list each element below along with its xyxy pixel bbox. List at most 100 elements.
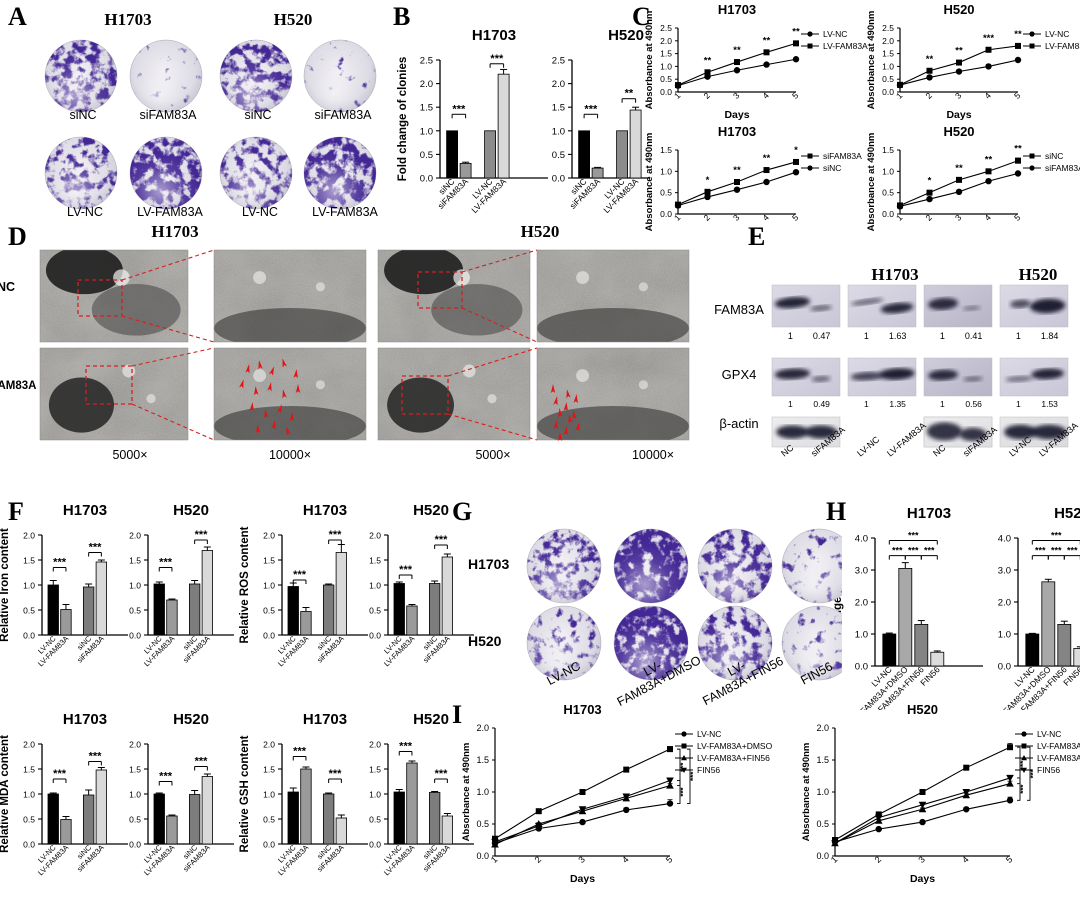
svg-text:***: *** [1051, 546, 1062, 556]
svg-text:2.5: 2.5 [882, 23, 894, 33]
svg-text:1: 1 [1016, 399, 1021, 409]
svg-text:LV-FAM83A+FIN56: LV-FAM83A+FIN56 [1037, 753, 1080, 763]
svg-text:1.5: 1.5 [882, 49, 894, 59]
svg-text:1.5: 1.5 [420, 103, 433, 114]
svg-text:1.5: 1.5 [23, 556, 35, 566]
svg-text:2.0: 2.0 [855, 598, 868, 609]
svg-text:siNC: siNC [823, 163, 841, 173]
svg-text:1: 1 [864, 331, 869, 341]
svg-text:0.5: 0.5 [552, 150, 565, 161]
svg-text:1.0: 1.0 [369, 790, 381, 800]
svg-text:0.5: 0.5 [23, 815, 35, 825]
svg-text:**: ** [763, 35, 771, 46]
svg-text:siFAM83A: siFAM83A [823, 151, 862, 161]
svg-text:LV-FAM83A: LV-FAM83A [1045, 41, 1080, 51]
svg-text:1.0: 1.0 [660, 61, 672, 71]
svg-text:**: ** [733, 165, 741, 176]
svg-text:**: ** [955, 163, 963, 174]
svg-text:LV-NC: LV-NC [823, 29, 847, 39]
svg-text:0.0: 0.0 [552, 174, 565, 185]
svg-text:H520: H520 [413, 502, 449, 519]
svg-text:0.5: 0.5 [420, 150, 433, 161]
svg-text:H1703: H1703 [63, 502, 107, 519]
svg-text:1.5: 1.5 [129, 765, 141, 775]
svg-text:**: ** [763, 153, 771, 164]
svg-text:1.0: 1.0 [23, 581, 35, 591]
svg-text:0.0: 0.0 [660, 209, 672, 219]
svg-text:2.5: 2.5 [420, 56, 433, 67]
svg-text:LV-FAM83A: LV-FAM83A [885, 420, 928, 458]
svg-text:1.5: 1.5 [660, 145, 672, 155]
svg-text:1.5: 1.5 [552, 103, 565, 114]
svg-text:H520: H520 [1054, 505, 1080, 522]
svg-text:***: *** [293, 746, 307, 758]
svg-text:Absorbance at 490nm: Absorbance at 490nm [644, 133, 655, 232]
svg-text:2.0: 2.0 [882, 36, 894, 46]
svg-text:0.0: 0.0 [816, 851, 829, 861]
svg-text:1.5: 1.5 [882, 145, 894, 155]
svg-text:0.0: 0.0 [855, 662, 868, 673]
svg-text:H1703: H1703 [63, 711, 107, 728]
svg-text:Relative ROS content: Relative ROS content [239, 526, 251, 643]
svg-text:0.5: 0.5 [263, 815, 275, 825]
svg-text:4.0: 4.0 [855, 534, 868, 545]
svg-text:***: *** [908, 531, 919, 541]
svg-text:siNC: siNC [1045, 151, 1063, 161]
svg-text:0.5: 0.5 [660, 188, 672, 198]
svg-text:0.0: 0.0 [369, 840, 381, 850]
svg-text:***: *** [452, 103, 466, 115]
svg-text:**: ** [1014, 29, 1022, 40]
svg-text:H1703: H1703 [303, 711, 347, 728]
svg-text:**: ** [1014, 144, 1022, 155]
svg-text:LV-NC: LV-NC [1037, 729, 1061, 739]
svg-text:0.5: 0.5 [129, 815, 141, 825]
svg-text:1.0: 1.0 [998, 630, 1011, 641]
svg-text:1.5: 1.5 [660, 49, 672, 59]
svg-text:**: ** [955, 46, 963, 57]
svg-text:2.0: 2.0 [476, 723, 489, 733]
svg-text:0.0: 0.0 [129, 631, 141, 641]
svg-text:1.5: 1.5 [263, 556, 275, 566]
svg-text:1.5: 1.5 [369, 765, 381, 775]
svg-text:0.0: 0.0 [420, 174, 433, 185]
svg-text:*: * [928, 176, 932, 187]
svg-text:**: ** [985, 154, 993, 165]
svg-text:1.5: 1.5 [129, 556, 141, 566]
svg-text:***: *** [1019, 784, 1028, 794]
svg-text:***: *** [490, 53, 504, 65]
svg-text:2.0: 2.0 [129, 740, 141, 750]
svg-text:H520: H520 [943, 124, 974, 139]
svg-text:1.0: 1.0 [263, 581, 275, 591]
svg-text:1.0: 1.0 [420, 126, 433, 137]
svg-text:0.0: 0.0 [129, 840, 141, 850]
svg-text:1.0: 1.0 [660, 166, 672, 176]
svg-text:2.0: 2.0 [420, 79, 433, 90]
svg-text:2.0: 2.0 [23, 740, 35, 750]
svg-text:**: ** [792, 26, 800, 37]
svg-text:Absorbance at 490nm: Absorbance at 490nm [866, 11, 877, 110]
svg-text:**: ** [704, 55, 712, 66]
svg-text:0.41: 0.41 [965, 331, 983, 341]
svg-text:0.0: 0.0 [882, 87, 894, 97]
svg-text:Days: Days [724, 109, 749, 121]
svg-text:*: * [794, 145, 798, 156]
svg-text:***: *** [584, 103, 598, 115]
svg-text:LV-NC: LV-NC [1045, 29, 1069, 39]
svg-text:***: *** [1051, 531, 1062, 541]
svg-text:***: *** [53, 557, 67, 569]
svg-text:0.5: 0.5 [476, 819, 489, 829]
svg-text:***: *** [89, 751, 103, 763]
svg-text:LV-NC: LV-NC [855, 434, 882, 459]
svg-text:0.5: 0.5 [129, 606, 141, 616]
svg-text:3.0: 3.0 [998, 566, 1011, 577]
svg-text:H520: H520 [173, 502, 209, 519]
svg-text:***: *** [435, 534, 449, 546]
svg-text:0.5: 0.5 [882, 74, 894, 84]
svg-text:1: 1 [864, 399, 869, 409]
svg-text:1.0: 1.0 [552, 126, 565, 137]
svg-text:0.5: 0.5 [23, 606, 35, 616]
svg-text:0.0: 0.0 [369, 631, 381, 641]
svg-text:***: *** [195, 529, 209, 541]
svg-text:2.0: 2.0 [660, 36, 672, 46]
svg-text:LV-FAM83A+DMSO: LV-FAM83A+DMSO [697, 741, 773, 751]
